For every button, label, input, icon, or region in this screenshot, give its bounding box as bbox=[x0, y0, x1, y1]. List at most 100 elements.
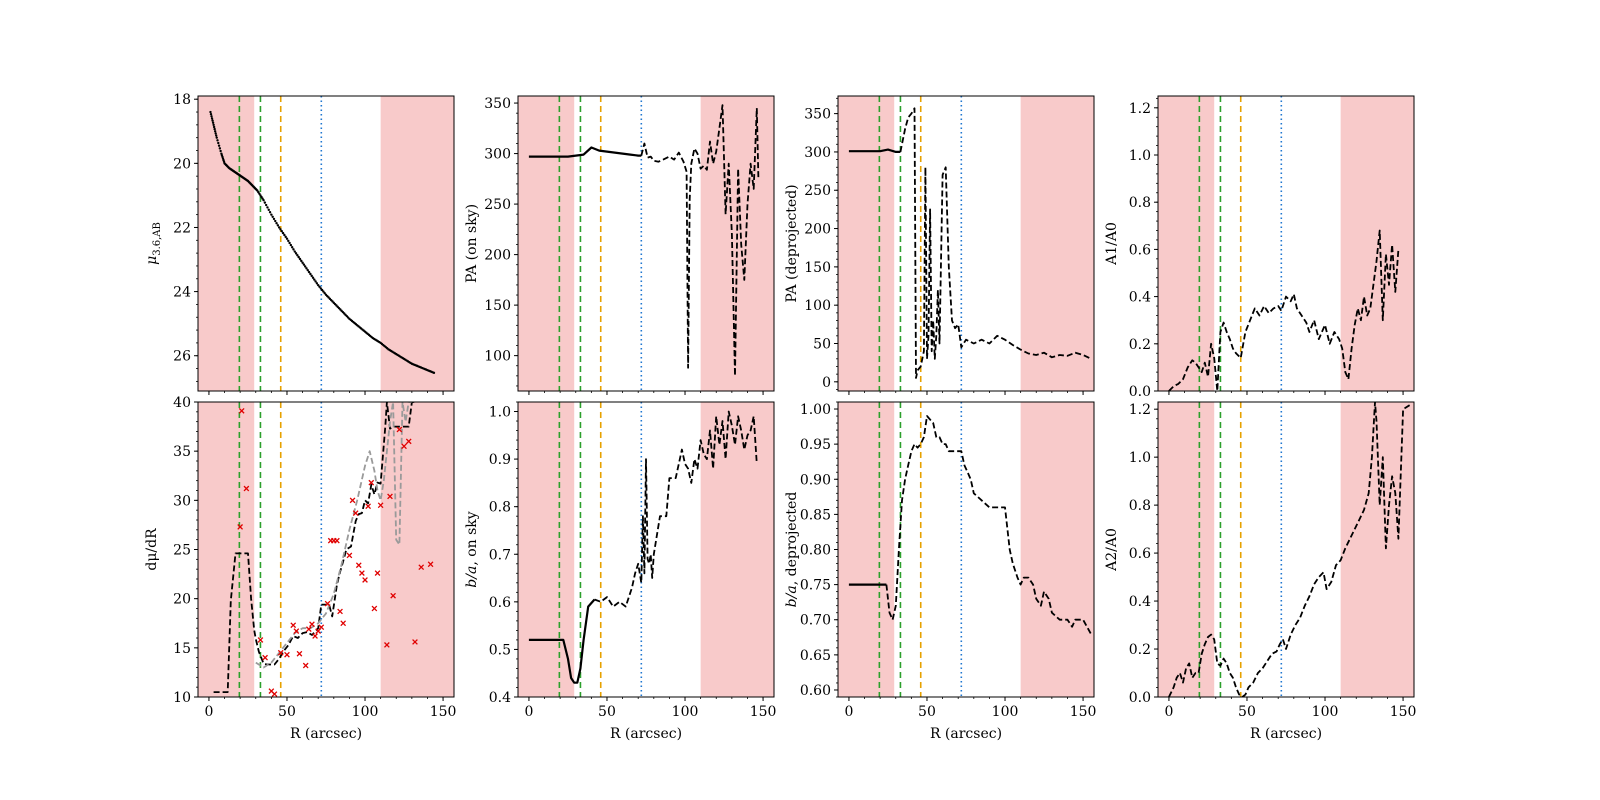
y-tick-label: 150 bbox=[484, 298, 511, 314]
shaded-region-inner bbox=[198, 96, 255, 391]
x-tick-label: 50 bbox=[278, 704, 296, 720]
red-cross-marker bbox=[384, 642, 390, 648]
red-cross-marker bbox=[277, 649, 284, 656]
profile-point bbox=[294, 252, 298, 255]
y-tick-label: 0.75 bbox=[800, 578, 831, 594]
profile-point bbox=[268, 211, 272, 214]
shaded-region-inner bbox=[838, 96, 895, 391]
plot-area-pa-sky bbox=[518, 96, 774, 391]
red-cross-marker bbox=[334, 537, 340, 544]
red-cross-marker bbox=[293, 628, 300, 634]
x-tick-label: 0 bbox=[204, 704, 213, 720]
red-cross-marker bbox=[238, 407, 245, 414]
red-cross-marker bbox=[374, 570, 381, 576]
x-tick-label: 150 bbox=[1070, 704, 1097, 720]
y-axis-label: dμ/dR bbox=[144, 528, 160, 571]
profile-point bbox=[271, 215, 274, 218]
x-tick-label: 100 bbox=[352, 704, 379, 720]
y-tick-label: 0.70 bbox=[800, 613, 831, 629]
red-cross-marker bbox=[302, 662, 309, 669]
profile-point bbox=[320, 288, 324, 292]
x-axis-label: R (arcsec) bbox=[610, 726, 682, 742]
y-tick-label: 40 bbox=[173, 395, 191, 411]
x-tick-label: 0 bbox=[524, 704, 533, 720]
profile-point bbox=[216, 139, 219, 142]
series-solid-line bbox=[528, 146, 642, 158]
shaded-region-outer bbox=[700, 402, 774, 697]
profile-point bbox=[209, 112, 213, 116]
profile-point bbox=[214, 132, 217, 135]
shaded-region-outer bbox=[1340, 402, 1414, 697]
profile-point bbox=[211, 121, 215, 124]
y-tick-label: 0.7 bbox=[489, 547, 511, 563]
profile-point bbox=[279, 228, 282, 231]
red-cross-marker bbox=[368, 479, 375, 486]
red-cross-marker bbox=[352, 510, 359, 516]
red-cross-marker bbox=[257, 637, 264, 643]
axes-frame bbox=[517, 95, 775, 392]
x-tick-label: 0 bbox=[1164, 704, 1173, 720]
profile-point bbox=[318, 285, 321, 288]
profile-point bbox=[293, 250, 296, 253]
y-tick-label: 1.2 bbox=[1129, 101, 1151, 117]
y-tick-label: 0.95 bbox=[800, 437, 831, 453]
profile-point bbox=[276, 224, 280, 227]
shaded-region-inner bbox=[198, 402, 255, 697]
x-tick-label: 50 bbox=[598, 704, 616, 720]
y-tick-label: 0 bbox=[822, 375, 831, 391]
panel-ba-on-sky: 0.4 0.5 0.6 0.7 0.8 0.9 1.0 0 50 100 150 R (arcsec)… bbox=[464, 401, 776, 742]
y-axis-label: PA (on sky) bbox=[464, 204, 480, 283]
profile-point bbox=[272, 217, 276, 221]
red-cross-marker bbox=[418, 564, 425, 571]
profile-point bbox=[213, 130, 217, 133]
profile-point bbox=[302, 263, 306, 266]
profile-point bbox=[432, 371, 436, 375]
profile-point bbox=[283, 233, 286, 237]
red-cross-marker bbox=[362, 577, 368, 583]
profile-point bbox=[219, 149, 222, 153]
y-axis-label: b/a, on sky bbox=[464, 511, 480, 587]
axes-frame bbox=[517, 401, 775, 698]
profile-point bbox=[296, 254, 299, 257]
axes-frame bbox=[1157, 401, 1415, 698]
series-dashed-line bbox=[899, 107, 1092, 379]
shaded-region-inner bbox=[838, 402, 895, 697]
series-dashed-line bbox=[885, 415, 1092, 635]
profile-point bbox=[274, 219, 277, 223]
series-A2/A0-line bbox=[1168, 402, 1412, 697]
shaded-region-inner bbox=[1158, 402, 1215, 697]
x-tick-label: 100 bbox=[1312, 704, 1339, 720]
profile-point bbox=[322, 290, 325, 293]
y-tick-label: 1.0 bbox=[1129, 450, 1151, 466]
y-tick-label: 0.80 bbox=[800, 543, 831, 559]
profile-point bbox=[313, 278, 316, 281]
panel-a2-a0: 0.0 0.2 0.4 0.6 0.8 1.0 1.2 0 50 100 150 R (arcsec)… bbox=[1104, 401, 1417, 742]
shaded-region-inner bbox=[1158, 96, 1215, 391]
red-cross-marker bbox=[262, 654, 268, 661]
y-tick-label: 0.8 bbox=[489, 500, 511, 516]
shaded-region-outer bbox=[380, 96, 454, 391]
y-tick-label: 0.9 bbox=[489, 452, 511, 468]
y-tick-label: 0.6 bbox=[489, 595, 511, 611]
profile-point bbox=[292, 248, 295, 251]
y-tick-label: 30 bbox=[173, 493, 191, 509]
x-tick-label: 150 bbox=[1390, 704, 1417, 720]
red-cross-marker bbox=[412, 639, 418, 645]
profile-point bbox=[212, 123, 215, 127]
shaded-region-outer bbox=[700, 96, 774, 391]
y-tick-label: 100 bbox=[804, 298, 831, 314]
profile-point bbox=[289, 243, 293, 247]
y-axis-label: PA (deprojected) bbox=[784, 184, 800, 302]
y-tick-label: 0.8 bbox=[1129, 498, 1151, 514]
profile-point bbox=[285, 237, 289, 240]
red-cross-marker bbox=[318, 624, 325, 631]
profile-point bbox=[323, 292, 326, 295]
y-tick-label: 350 bbox=[484, 96, 511, 112]
red-cross-marker bbox=[296, 650, 303, 657]
red-cross-marker bbox=[237, 524, 244, 530]
axes-frame bbox=[1157, 95, 1415, 392]
x-tick-label: 50 bbox=[918, 704, 936, 720]
series-solid-line bbox=[528, 598, 596, 684]
series-A1/A0-line bbox=[1168, 229, 1400, 391]
y-tick-label: 300 bbox=[804, 145, 831, 161]
